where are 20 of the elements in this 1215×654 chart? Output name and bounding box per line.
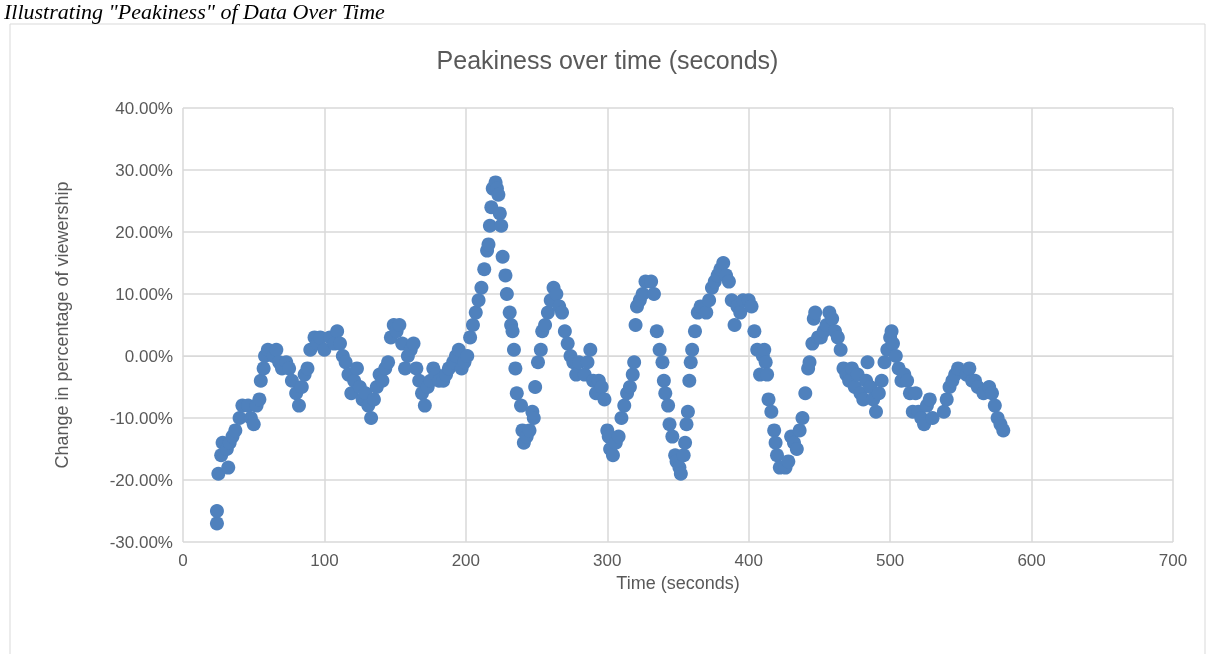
- y-tick-label: 30.00%: [115, 160, 173, 180]
- y-tick-label: 10.00%: [115, 284, 173, 304]
- y-tick-label: 40.00%: [115, 98, 173, 118]
- y-tick-label: -10.00%: [109, 408, 173, 428]
- y-tick-label: -20.00%: [109, 470, 173, 490]
- x-tick-label: 200: [451, 551, 481, 570]
- y-tick-label: 0.00%: [124, 346, 173, 366]
- y-tick-label: -30.00%: [109, 532, 173, 552]
- x-tick-label: 500: [875, 551, 905, 570]
- text: Illustrating "Peakiness" of Data Over Time: [3, 0, 386, 24]
- chart-title: Peakiness over time (seconds): [436, 45, 779, 74]
- y-axis-title: Change in percentage of viewership: [52, 181, 72, 469]
- x-axis-title: Time (seconds): [616, 573, 740, 593]
- x-tick-label: 400: [734, 551, 763, 570]
- x-tick-label: 0: [178, 551, 188, 570]
- x-tick-label: 300: [593, 551, 622, 570]
- y-tick-label: 20.00%: [115, 222, 173, 242]
- x-tick-label: 100: [310, 551, 339, 570]
- x-tick-label: 700: [1158, 551, 1188, 570]
- x-tick-label: 600: [1017, 551, 1046, 570]
